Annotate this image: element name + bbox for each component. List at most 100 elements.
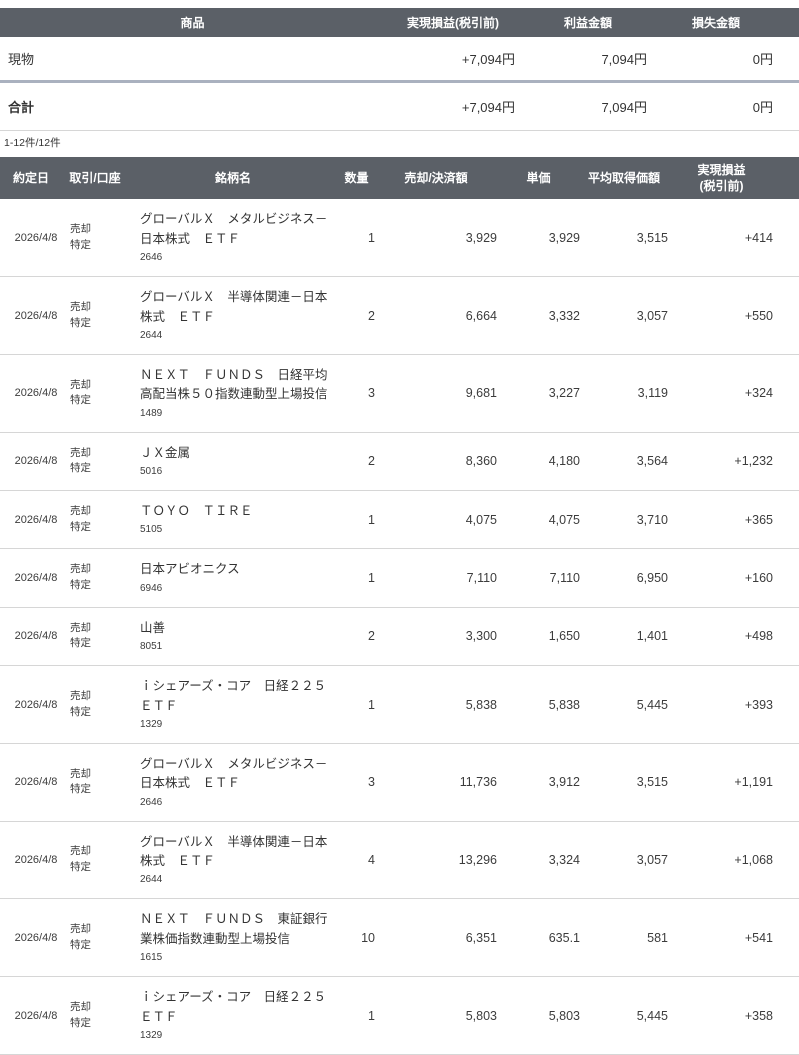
quantity-value: 4 xyxy=(338,821,375,900)
avg-cost-value: 6,950 xyxy=(580,548,668,608)
trade-date: 2026/4/8 xyxy=(0,898,62,978)
trades-header-date: 約定日 xyxy=(0,157,62,200)
account-type-label: 特定 xyxy=(70,637,91,650)
settlement-amount-value: 8,360 xyxy=(375,432,497,492)
security-name: ｉシェアーズ・コア 日経２２５ ＥＴＦ xyxy=(140,990,339,1024)
security-name-cell: グローバルＸ 半導体関連－日本株式 ＥＴＦ 2644 xyxy=(128,276,338,355)
unit-price-value: 5,803 xyxy=(497,976,580,1055)
unit-price-value: 1,650 xyxy=(497,607,580,667)
account-type-label: 特定 xyxy=(70,238,91,251)
security-code: 6946 xyxy=(140,582,163,594)
security-code: 5016 xyxy=(140,466,163,477)
trade-type-label: 売却 xyxy=(70,845,91,858)
trade-date: 2026/4/8 xyxy=(0,490,62,550)
table-row: 2026/4/8 売却 特定 ＴＯＹＯ ＴＩＲＥ 5105 1 4,075 4,… xyxy=(0,490,799,550)
settlement-amount-value: 6,664 xyxy=(375,276,497,355)
trade-type-label: 売却 xyxy=(70,923,91,935)
summary-header-product: 商品 xyxy=(0,8,385,37)
trade-type-label: 売却 xyxy=(70,504,91,517)
trade-date: 2026/4/8 xyxy=(0,276,62,355)
realized-pl-value: +541 xyxy=(668,898,799,978)
account-type-label: 特定 xyxy=(70,1016,91,1029)
table-row: 2026/4/8 売却 特定 グローバルＸ 半導体関連－日本株式 ＥＴＦ 264… xyxy=(0,821,799,900)
trade-type-label: 売却 xyxy=(70,563,91,576)
security-code: 2646 xyxy=(140,252,163,264)
trade-type-label: 売却 xyxy=(70,767,91,780)
summary-total-label: 合計 xyxy=(0,81,385,131)
trade-account-type: 売却 特定 xyxy=(62,607,128,667)
security-name: ＪＸ金属 xyxy=(140,445,191,460)
realized-pl-value: +358 xyxy=(668,976,799,1055)
quantity-value: 10 xyxy=(338,898,375,978)
avg-cost-value: 5,445 xyxy=(580,976,668,1055)
realized-pl-value: +324 xyxy=(668,354,799,433)
security-name-cell: グローバルＸ 半導体関連－日本株式 ＥＴＦ 2644 xyxy=(128,821,338,900)
security-code: 1615 xyxy=(140,952,163,964)
unit-price-value: 4,075 xyxy=(497,490,580,550)
realized-pl-value: +365 xyxy=(668,490,799,550)
security-name: ＮＥＸＴ ＦＵＮＤＳ 日経平均高配当株５０指数連動型上場投信 xyxy=(140,367,328,402)
realized-pl-value: +1,232 xyxy=(668,432,799,492)
quantity-value: 1 xyxy=(338,199,375,278)
avg-cost-value: 3,057 xyxy=(580,821,668,900)
quantity-value: 2 xyxy=(338,607,375,667)
unit-price-value: 3,332 xyxy=(497,276,580,355)
realized-pl-value: +498 xyxy=(668,607,799,667)
trade-account-type: 売却 特定 xyxy=(62,354,128,433)
avg-cost-value: 3,710 xyxy=(580,490,668,550)
summary-row-total: 合計 +7,094円 7,094円 0円 xyxy=(0,81,799,131)
quantity-value: 1 xyxy=(338,665,375,744)
security-name: グローバルＸ 半導体関連－日本株式 ＥＴＦ xyxy=(140,290,328,324)
trade-date: 2026/4/8 xyxy=(0,199,62,278)
quantity-value: 2 xyxy=(338,432,375,492)
summary-total-profit-value: 7,094円 xyxy=(521,81,655,131)
trade-account-type: 売却 特定 xyxy=(62,199,128,278)
security-name-cell: 山善 8051 xyxy=(128,607,338,667)
account-type-label: 特定 xyxy=(70,316,91,329)
security-name: 山善 xyxy=(140,620,166,635)
quantity-value: 1 xyxy=(338,490,375,550)
trade-account-type: 売却 特定 xyxy=(62,976,128,1055)
settlement-amount-value: 5,838 xyxy=(375,665,497,744)
trades-header-avg-cost: 平均取得価額 xyxy=(580,157,668,200)
trade-account-type: 売却 特定 xyxy=(62,665,128,744)
avg-cost-value: 581 xyxy=(580,898,668,978)
account-type-label: 特定 xyxy=(70,938,91,951)
security-name-cell: グローバルＸ メタルビジネス－日本株式 ＥＴＦ 2646 xyxy=(128,199,338,278)
settlement-amount-value: 11,736 xyxy=(375,743,497,822)
summary-profit-value: 7,094円 xyxy=(521,37,655,83)
settlement-amount-value: 9,681 xyxy=(375,354,497,433)
trades-table: 約定日 取引/口座 銘柄名 数量 売却/決済額 単価 平均取得価額 実現損益 (… xyxy=(0,157,799,1055)
trades-header-unit-price: 単価 xyxy=(497,157,580,200)
avg-cost-value: 5,445 xyxy=(580,665,668,744)
settlement-amount-value: 13,296 xyxy=(375,821,497,900)
trade-date: 2026/4/8 xyxy=(0,607,62,667)
security-code: 2646 xyxy=(140,796,163,808)
security-name: ＮＥＸＴ ＦＵＮＤＳ 東証銀行業株価指数連動型上場投信 xyxy=(140,912,328,946)
security-name-cell: ＮＥＸＴ ＦＵＮＤＳ 東証銀行業株価指数連動型上場投信 1615 xyxy=(128,898,338,978)
security-name: ＴＯＹＯ ＴＩＲＥ xyxy=(140,504,253,518)
trade-date: 2026/4/8 xyxy=(0,548,62,608)
summary-header-profit: 利益金額 xyxy=(521,8,655,37)
realized-pl-value: +1,191 xyxy=(668,743,799,822)
table-row: 2026/4/8 売却 特定 ＮＥＸＴ ＦＵＮＤＳ 日経平均高配当株５０指数連動… xyxy=(0,354,799,433)
security-code: 1489 xyxy=(140,407,163,419)
table-row: 2026/4/8 売却 特定 日本アビオニクス 6946 1 7,110 7,1… xyxy=(0,548,799,608)
settlement-amount-value: 5,803 xyxy=(375,976,497,1055)
trade-type-label: 売却 xyxy=(70,1000,91,1013)
security-name: グローバルＸ メタルビジネス－日本株式 ＥＴＦ xyxy=(140,212,328,246)
account-type-label: 特定 xyxy=(70,705,91,718)
table-row: 2026/4/8 売却 特定 グローバルＸ 半導体関連－日本株式 ＥＴＦ 264… xyxy=(0,276,799,355)
quantity-value: 1 xyxy=(338,976,375,1055)
avg-cost-value: 1,401 xyxy=(580,607,668,667)
trade-date: 2026/4/8 xyxy=(0,432,62,492)
trade-account-type: 売却 特定 xyxy=(62,743,128,822)
trade-account-type: 売却 特定 xyxy=(62,276,128,355)
trades-header-quantity: 数量 xyxy=(338,157,375,200)
summary-total-loss-value: 0円 xyxy=(655,81,799,131)
settlement-amount-value: 3,300 xyxy=(375,607,497,667)
trade-account-type: 売却 特定 xyxy=(62,432,128,492)
trades-header-amount: 売却/決済額 xyxy=(375,157,497,200)
trade-account-type: 売却 特定 xyxy=(62,548,128,608)
table-row: 2026/4/8 売却 特定 ｉシェアーズ・コア 日経２２５ ＥＴＦ 1329 … xyxy=(0,976,799,1055)
